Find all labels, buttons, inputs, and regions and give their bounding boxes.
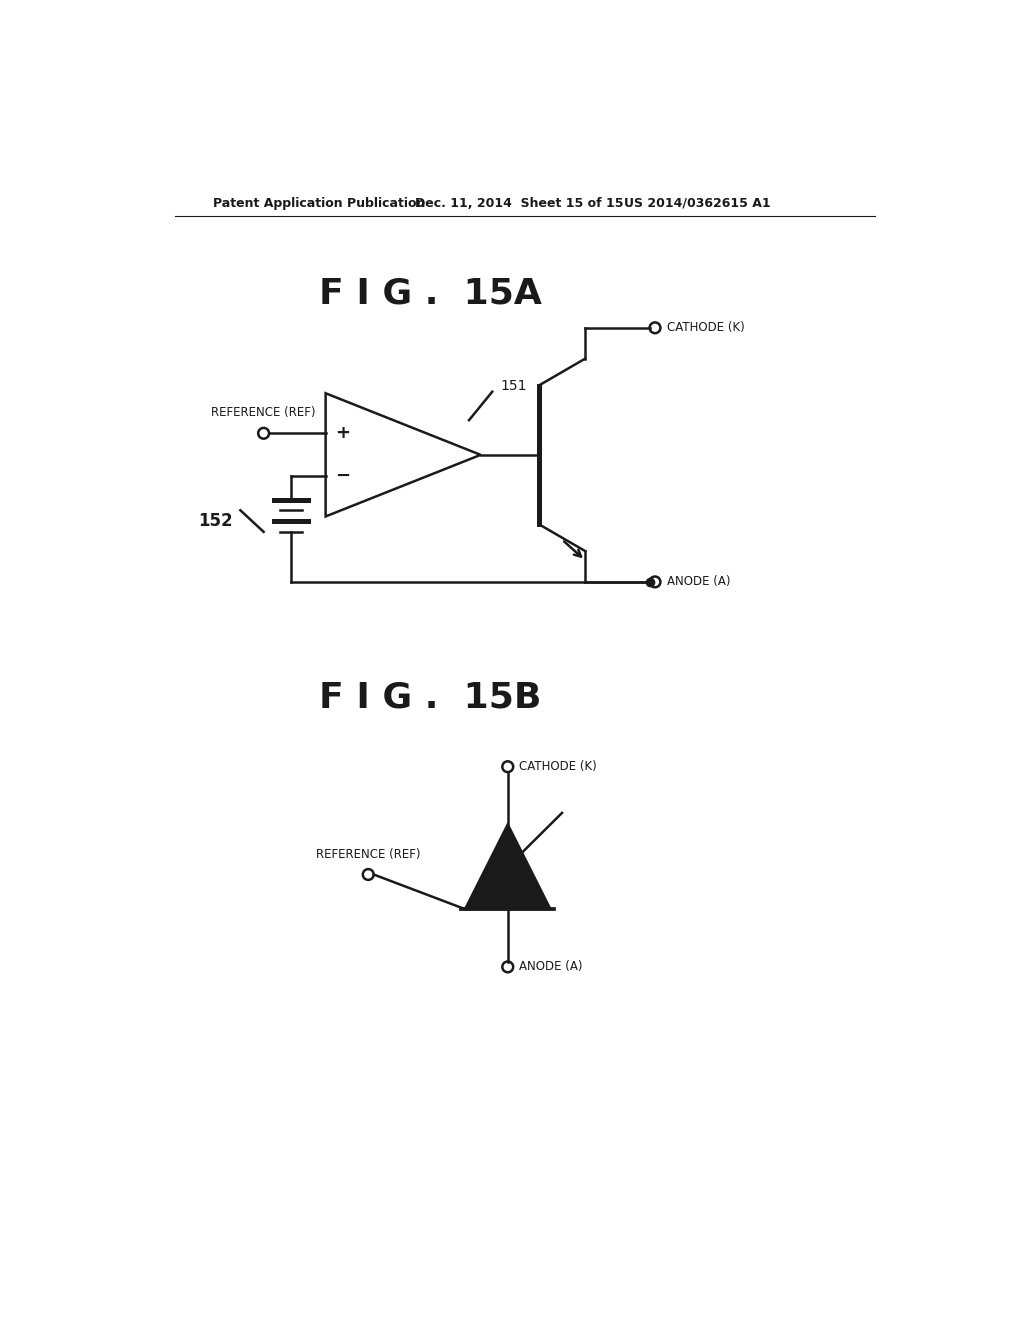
Text: REFERENCE (REF): REFERENCE (REF) xyxy=(211,407,315,420)
Text: US 2014/0362615 A1: US 2014/0362615 A1 xyxy=(624,197,771,210)
Text: REFERENCE (REF): REFERENCE (REF) xyxy=(316,847,421,861)
Text: −: − xyxy=(335,467,350,486)
Text: 152: 152 xyxy=(198,512,232,531)
Text: ANODE (A): ANODE (A) xyxy=(667,576,730,589)
Text: +: + xyxy=(335,424,350,442)
Text: Patent Application Publication: Patent Application Publication xyxy=(213,197,426,210)
Polygon shape xyxy=(465,825,550,909)
Text: Dec. 11, 2014  Sheet 15 of 15: Dec. 11, 2014 Sheet 15 of 15 xyxy=(415,197,624,210)
Text: F I G .  15A: F I G . 15A xyxy=(318,276,542,310)
Text: CATHODE (K): CATHODE (K) xyxy=(667,321,744,334)
Text: F I G .  15B: F I G . 15B xyxy=(319,680,542,714)
Text: ANODE (A): ANODE (A) xyxy=(519,961,583,973)
Text: 151: 151 xyxy=(500,379,526,392)
Text: CATHODE (K): CATHODE (K) xyxy=(519,760,597,774)
